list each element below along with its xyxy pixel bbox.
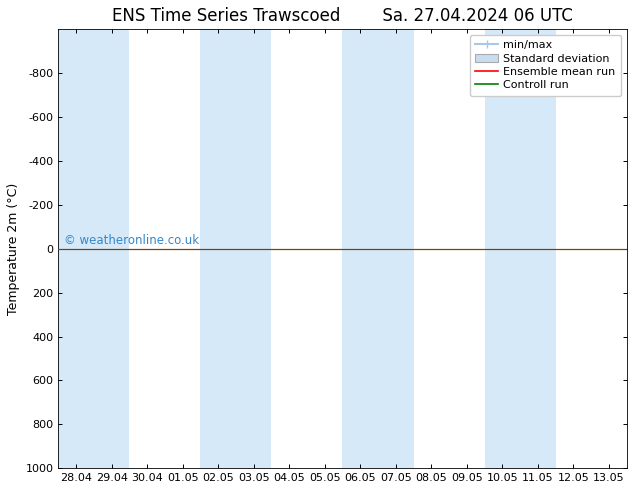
- Legend: min/max, Standard deviation, Ensemble mean run, Controll run: min/max, Standard deviation, Ensemble me…: [470, 35, 621, 96]
- Title: ENS Time Series Trawscoed        Sa. 27.04.2024 06 UTC: ENS Time Series Trawscoed Sa. 27.04.2024…: [112, 7, 573, 25]
- Bar: [520, 29, 555, 468]
- Bar: [342, 29, 378, 468]
- Bar: [236, 29, 271, 468]
- Bar: [94, 29, 129, 468]
- Bar: [200, 29, 236, 468]
- Text: © weatheronline.co.uk: © weatheronline.co.uk: [64, 234, 199, 246]
- Y-axis label: Temperature 2m (°C): Temperature 2m (°C): [7, 183, 20, 315]
- Bar: [378, 29, 413, 468]
- Bar: [58, 29, 94, 468]
- Bar: [484, 29, 520, 468]
